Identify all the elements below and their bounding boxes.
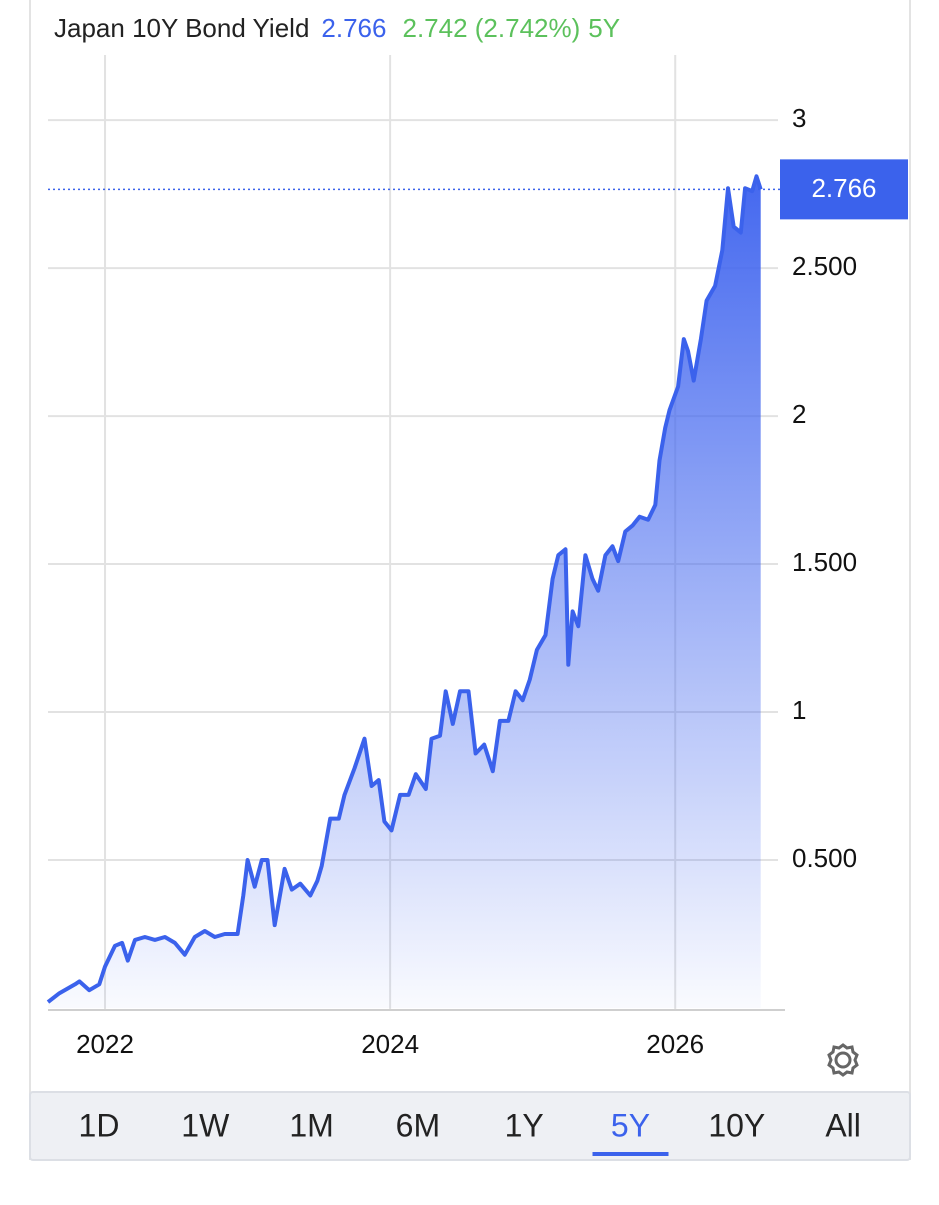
last-value-label: 2.766: [811, 173, 876, 203]
y-tick-label: 1: [792, 695, 806, 725]
chart-title: Japan 10Y Bond Yield: [54, 13, 309, 43]
area-fill: [48, 176, 761, 1009]
last-value-marker: [780, 159, 908, 220]
x-tick-label: 2022: [76, 1029, 134, 1059]
y-tick-label: 0.500: [792, 843, 857, 873]
range-tab[interactable]: All: [825, 1107, 861, 1143]
plot: [46, 174, 780, 1009]
axes: 3 2.500 2 1.500 1 0.500 2022 2024 2026 2.766: [48, 103, 908, 1059]
x-tick-label: 2026: [646, 1029, 704, 1059]
change-label: 2.742 (2.742%): [402, 13, 580, 43]
range-label: 5Y: [588, 13, 620, 43]
x-tick-label: 2024: [361, 1029, 419, 1059]
range-tab-underline: [592, 1152, 669, 1156]
settings-button[interactable]: [827, 1043, 859, 1077]
range-tabs: 1D 1W 1M 6M 1Y 5Y 10Y All: [79, 1107, 861, 1156]
line: [46, 174, 763, 1004]
y-tick-label: 2.500: [792, 251, 857, 281]
chart-header: Japan 10Y Bond Yield 2.766 2.742 (2.742%) 5…: [54, 13, 620, 43]
range-tab[interactable]: 6M: [396, 1107, 440, 1143]
range-tab[interactable]: 1Y: [505, 1107, 544, 1143]
y-tick-label: 3: [792, 103, 806, 133]
range-tab[interactable]: 5Y: [611, 1107, 650, 1143]
range-bar: [29, 1091, 911, 1161]
range-tab[interactable]: 1D: [79, 1107, 120, 1143]
range-tab[interactable]: 1W: [181, 1107, 230, 1143]
range-tab[interactable]: 10Y: [708, 1107, 765, 1143]
y-tick-label: 2: [792, 399, 806, 429]
last-value: 2.766: [321, 13, 386, 43]
y-tick-label: 1.500: [792, 547, 857, 577]
range-tab[interactable]: 1M: [289, 1107, 333, 1143]
